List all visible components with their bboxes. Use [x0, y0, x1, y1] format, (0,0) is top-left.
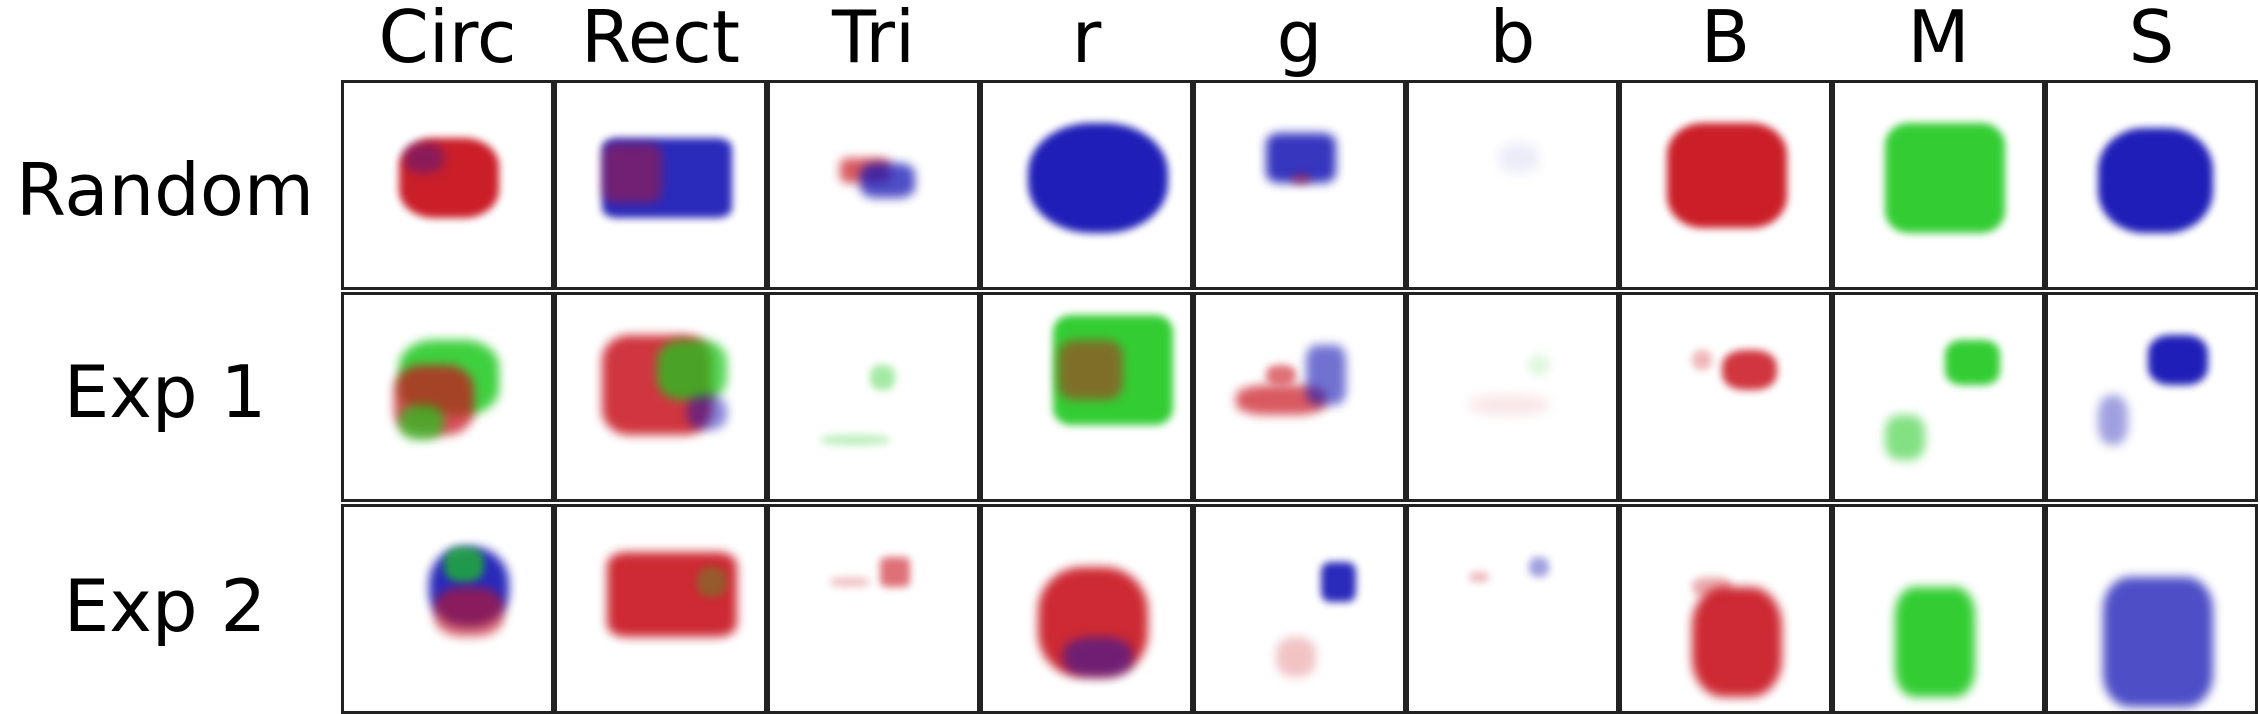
sample-cell-exp-1-1: [341, 292, 554, 502]
color-blob: [1469, 572, 1489, 582]
color-blob: [1945, 340, 2000, 385]
color-blob: [2098, 128, 2213, 233]
color-blob: [1063, 637, 1133, 677]
color-blob: [1885, 415, 1925, 460]
sample-cell-exp-2-4: [980, 504, 1193, 714]
sample-cell-exp-2-3: [767, 504, 980, 714]
sample-cell-random-7: [1619, 80, 1832, 290]
color-blob: [820, 435, 890, 445]
sample-cell-random-9: [2045, 80, 2258, 290]
color-blob: [1529, 355, 1549, 375]
sample-cell-exp-2-5: [1193, 504, 1406, 714]
color-blob: [607, 552, 737, 637]
color-blob: [2098, 395, 2128, 445]
column-label-rect: Rect: [581, 0, 740, 79]
column-label-r: r: [1071, 0, 1102, 79]
row-label-exp-2: Exp 2: [63, 564, 267, 648]
sample-cell-exp-2-1: [341, 504, 554, 714]
sample-cell-exp-1-9: [2045, 292, 2258, 502]
color-blob: [1499, 143, 1539, 173]
color-blob: [434, 587, 504, 637]
sample-cell-random-8: [1832, 80, 2045, 290]
sample-cell-random-5: [1193, 80, 1406, 290]
color-blob: [1885, 123, 2005, 233]
color-blob: [1692, 577, 1732, 597]
color-blob: [697, 567, 727, 597]
color-blob: [602, 138, 732, 218]
color-blob: [2148, 335, 2208, 385]
sample-cell-exp-1-5: [1193, 292, 1406, 502]
sample-cell-random-2: [554, 80, 767, 290]
sample-cell-random-3: [767, 80, 980, 290]
column-label-g: g: [1276, 0, 1323, 79]
sample-cell-exp-1-8: [1832, 292, 2045, 502]
color-blob: [1667, 123, 1787, 228]
row-label-random: Random: [15, 148, 315, 232]
sample-cell-exp-1-2: [554, 292, 767, 502]
column-label-m: M: [1907, 0, 1970, 79]
color-blob: [399, 405, 444, 440]
sample-cell-exp-1-7: [1619, 292, 1832, 502]
color-blob: [1895, 587, 1975, 697]
column-label-s: S: [2128, 0, 2175, 79]
column-label-big-b: B: [1700, 0, 1751, 79]
column-label-b: b: [1489, 0, 1536, 79]
sample-cell-random-1: [341, 80, 554, 290]
color-blob: [1692, 350, 1712, 370]
sample-cell-exp-2-2: [554, 504, 767, 714]
color-blob: [1266, 133, 1336, 183]
color-blob: [1692, 587, 1782, 697]
color-blob: [1306, 345, 1346, 405]
sample-cell-random-6: [1406, 80, 1619, 290]
color-blob: [2103, 577, 2213, 707]
sample-cell-exp-1-3: [767, 292, 980, 502]
color-blob: [1529, 557, 1549, 577]
color-blob: [1058, 340, 1123, 400]
sample-cell-exp-2-8: [1832, 504, 2045, 714]
color-blob: [1469, 395, 1549, 415]
color-blob: [860, 163, 915, 198]
color-blob: [1321, 562, 1356, 602]
color-blob: [1276, 637, 1316, 677]
color-blob: [444, 547, 484, 582]
color-blob: [830, 577, 870, 587]
sample-cell-exp-2-7: [1619, 504, 1832, 714]
sample-cell-exp-2-6: [1406, 504, 1619, 714]
sample-cell-random-4: [980, 80, 1193, 290]
sample-cell-exp-2-9: [2045, 504, 2258, 714]
color-blob: [657, 340, 727, 400]
color-blob: [1722, 350, 1777, 390]
color-blob: [880, 557, 910, 587]
color-blob: [1291, 173, 1311, 185]
column-label-tri: Tri: [831, 0, 915, 79]
color-blob: [687, 395, 727, 430]
color-blob: [602, 143, 662, 203]
sample-cell-exp-1-6: [1406, 292, 1619, 502]
sample-cell-exp-1-4: [980, 292, 1193, 502]
color-blob: [1028, 123, 1168, 233]
row-label-exp-1: Exp 1: [63, 350, 267, 434]
color-blob: [404, 143, 444, 173]
color-blob: [399, 138, 499, 218]
color-blob: [1266, 365, 1296, 385]
column-label-circ: Circ: [378, 0, 517, 79]
color-blob: [870, 365, 895, 390]
